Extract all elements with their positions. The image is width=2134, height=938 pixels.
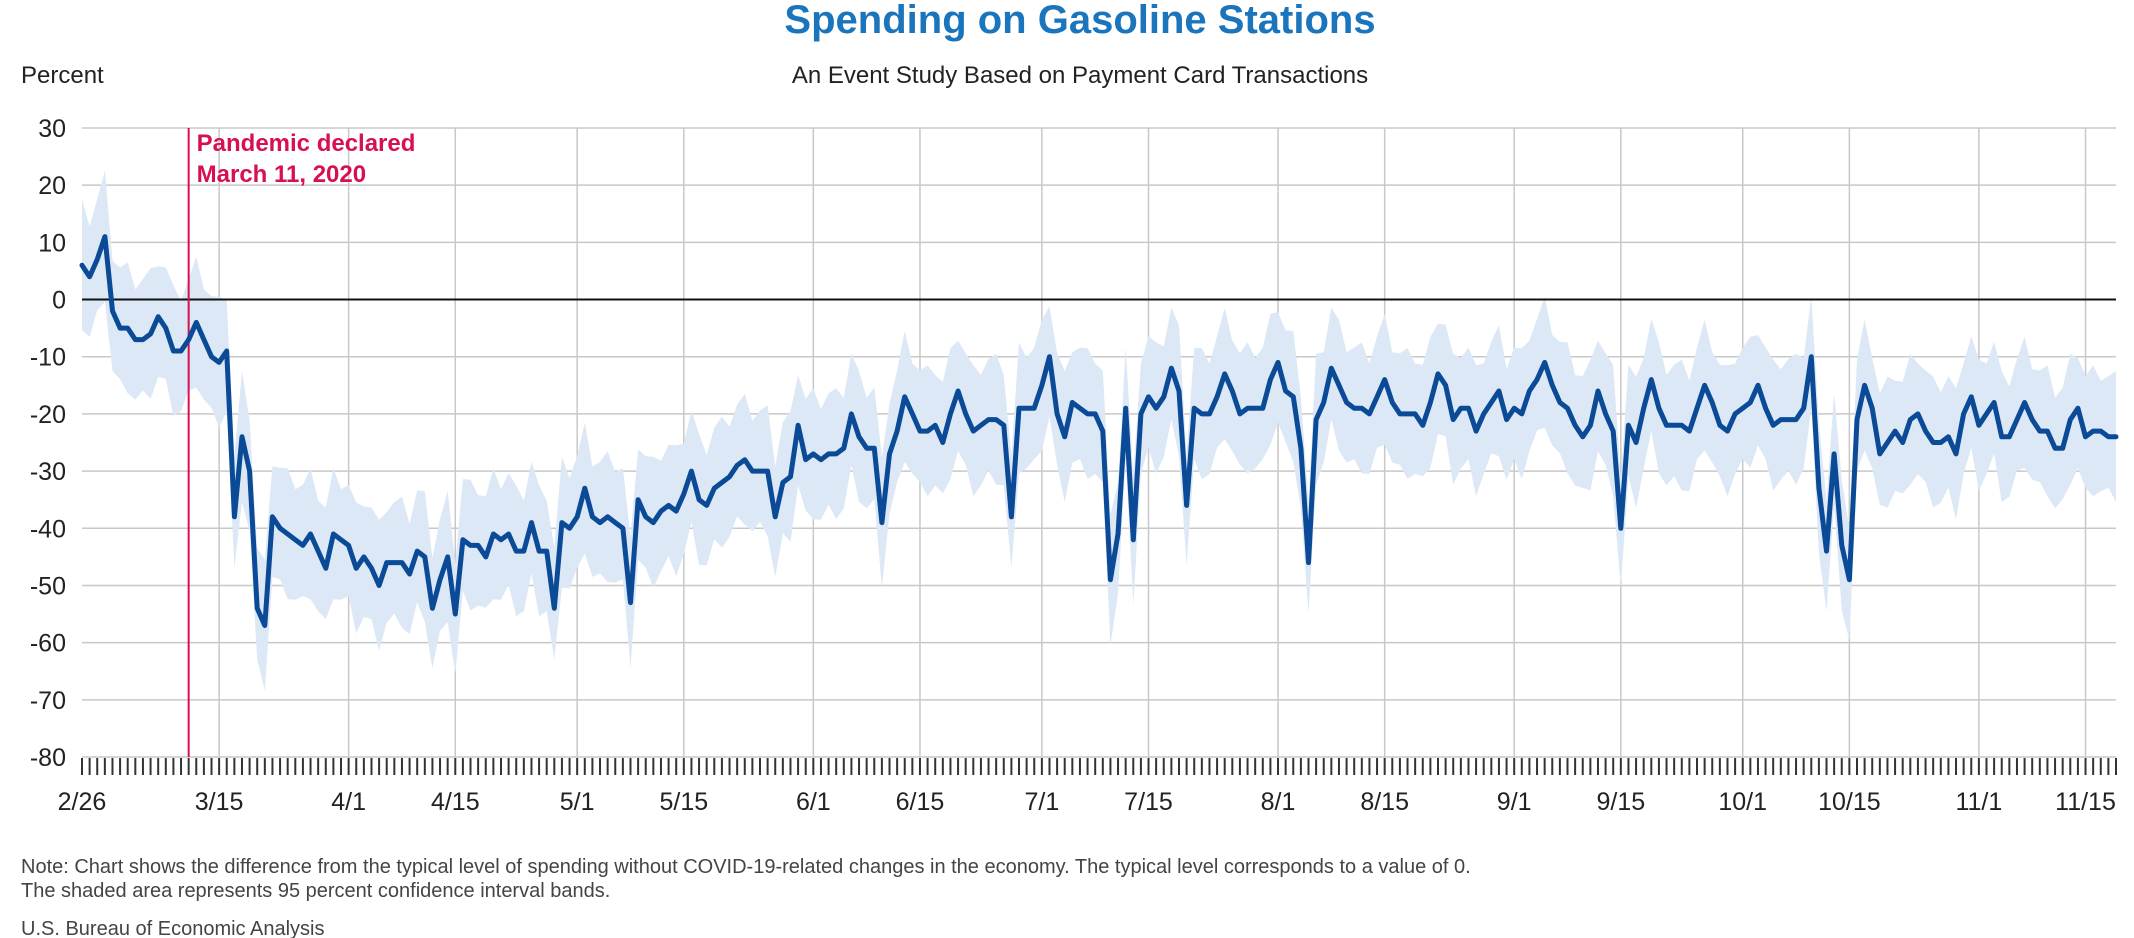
chart-subtitle: An Event Study Based on Payment Card Tra… — [792, 62, 1368, 89]
x-tick-label: 3/15 — [195, 788, 244, 816]
y-tick-label: 0 — [52, 287, 66, 315]
x-tick-label: 11/1 — [1955, 788, 2002, 816]
y-tick-label: -60 — [30, 630, 66, 658]
x-tick-label: 8/1 — [1261, 788, 1296, 816]
y-tick-label: -70 — [30, 687, 66, 715]
y-tick-label: -20 — [30, 401, 66, 429]
y-tick-label: -80 — [30, 744, 66, 772]
x-tick-label: 6/1 — [796, 788, 831, 816]
x-axis-day-ticks — [81, 758, 2117, 775]
x-tick-label: 10/15 — [1818, 788, 1881, 816]
x-axis-tick-labels: 2/26 3/15 4/1 4/15 5/1 5/15 6/1 6/15 7/1 7/15 8/1 8… — [58, 788, 2116, 816]
y-axis-ticks: 30 20 10 0 -10 -20 -30 -40 -50 -60 -70 -80 — [30, 115, 66, 772]
event-annotation-line2: March 11, 2020 — [197, 161, 366, 188]
x-tick-label: 8/15 — [1360, 788, 1409, 816]
event-annotation-line1: Pandemic declared — [197, 130, 416, 157]
y-tick-label: -10 — [30, 344, 66, 372]
x-tick-label: 5/15 — [659, 788, 708, 816]
x-tick-label: 7/1 — [1024, 788, 1059, 816]
y-tick-label: 30 — [38, 115, 66, 143]
confidence-band — [82, 170, 2116, 691]
x-tick-label: 7/15 — [1124, 788, 1173, 816]
chart-title: Spending on Gasoline Stations — [784, 0, 1375, 42]
y-tick-label: 20 — [38, 172, 66, 200]
y-axis-unit-label: Percent — [21, 62, 104, 89]
x-tick-label: 4/15 — [431, 788, 480, 816]
x-tick-label: 9/15 — [1596, 788, 1645, 816]
x-tick-label: 11/15 — [2055, 788, 2116, 816]
note-line-2: The shaded area represents 95 percent co… — [21, 880, 610, 902]
y-tick-label: 10 — [38, 229, 66, 257]
series-line — [79, 234, 2119, 628]
source-text: U.S. Bureau of Economic Analysis — [21, 918, 324, 938]
x-tick-label: 9/1 — [1497, 788, 1532, 816]
y-tick-label: -40 — [30, 515, 66, 543]
y-tick-label: -50 — [30, 572, 66, 600]
x-tick-label: 6/15 — [896, 788, 945, 816]
note-line-1: Note: Chart shows the difference from th… — [21, 856, 1471, 878]
x-tick-label: 10/1 — [1718, 788, 1767, 816]
x-tick-label: 4/1 — [331, 788, 366, 816]
x-tick-label: 2/26 — [58, 788, 107, 816]
x-tick-label: 5/1 — [560, 788, 595, 816]
y-tick-label: -30 — [30, 458, 66, 486]
